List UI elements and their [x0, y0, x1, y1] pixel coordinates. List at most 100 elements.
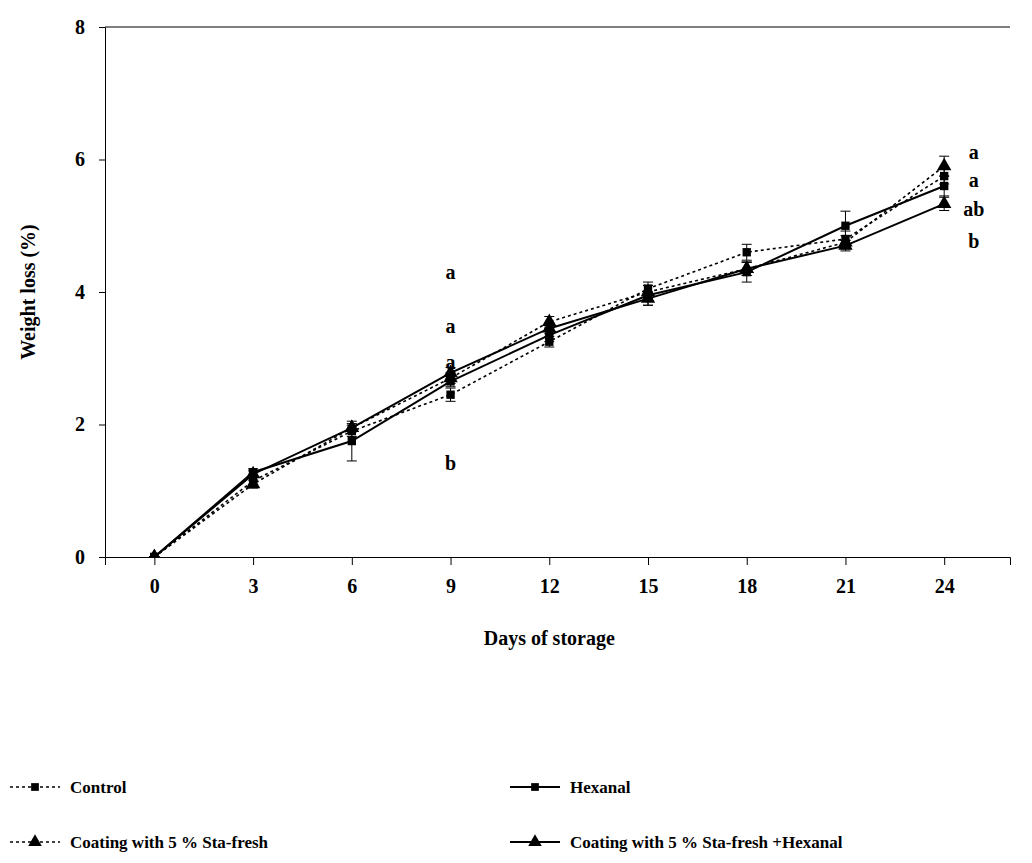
- series-marker: [838, 237, 852, 249]
- annotation: b: [445, 452, 456, 474]
- y-tick-label: 8: [75, 16, 85, 38]
- annotation: a: [446, 261, 456, 283]
- series-marker: [841, 222, 849, 230]
- legend-item: Coating with 5 % Sta-fresh: [10, 833, 269, 852]
- series-marker: [740, 260, 754, 272]
- legend-label: Hexanal: [570, 778, 631, 797]
- x-tick: 24: [935, 557, 955, 597]
- x-tick: 21: [836, 557, 856, 597]
- x-tick-label: 21: [836, 575, 856, 597]
- annotation: a: [969, 169, 979, 191]
- x-tick: 18: [737, 557, 757, 597]
- error-bar-cap: [742, 275, 752, 276]
- annotation: a: [446, 315, 456, 337]
- y-axis: 0 2 4 6 8: [75, 16, 106, 568]
- y-tick-mark: [99, 557, 105, 558]
- y-tick-mark: [99, 27, 105, 28]
- frame: [105, 27, 1010, 28]
- y-tick: 6: [75, 148, 105, 170]
- error-bar-cap: [446, 383, 456, 384]
- error-bar-cap: [939, 210, 949, 211]
- series-line: [154, 186, 944, 557]
- x-tick-label: 12: [540, 575, 560, 597]
- legend-item: Hexanal: [510, 778, 631, 797]
- x-tick-mark: [451, 557, 452, 565]
- x-axis: 0 3 6 9 12 15 18 21 24: [106, 557, 1011, 597]
- x-tick: 6: [347, 557, 357, 597]
- y-tick-mark: [99, 292, 105, 293]
- error-bar-cap: [840, 211, 850, 212]
- y-tick-label: 2: [75, 413, 85, 435]
- error-bar-cap: [446, 401, 456, 402]
- x-tick: 0: [150, 557, 160, 597]
- error-bar-cap: [446, 388, 456, 389]
- annotation: a: [446, 351, 456, 373]
- error-bar-cap: [742, 282, 752, 283]
- series-marker: [641, 290, 655, 302]
- legend-item: Coating with 5 % Sta-fresh +Hexanal: [510, 833, 843, 852]
- annotation: a: [969, 141, 979, 163]
- error-bar: [446, 388, 456, 401]
- series-marker: [246, 466, 260, 478]
- legend-marker: [28, 834, 42, 846]
- x-tick-label: 3: [249, 575, 259, 597]
- error-bar-cap: [939, 176, 949, 177]
- marks: [147, 156, 951, 557]
- y-tick-label: 4: [75, 281, 85, 303]
- series-marker: [542, 320, 556, 332]
- legend-label: Coating with 5 % Sta-fresh +Hexanal: [570, 833, 843, 852]
- y-axis-title: Weight loss (%): [17, 224, 40, 360]
- annotation: ab: [963, 198, 984, 220]
- y-tick-mark: [99, 425, 105, 426]
- error-bar-cap: [742, 275, 752, 276]
- x-tick: 3: [249, 557, 259, 597]
- x-tick: 12: [540, 557, 560, 597]
- x-tick-mark: [154, 557, 155, 565]
- y-tick: 8: [75, 16, 105, 38]
- error-bar-cap: [544, 333, 554, 334]
- error-bar-cap: [544, 346, 554, 347]
- error-bar: [939, 176, 949, 196]
- error-bar-cap: [939, 156, 949, 157]
- error-bar-cap: [742, 244, 752, 245]
- error-bar-cap: [446, 386, 456, 387]
- x-tick: 15: [639, 557, 659, 597]
- series-marker: [940, 182, 948, 190]
- y-tick-mark: [99, 160, 105, 161]
- x-tick-label: 24: [935, 575, 955, 597]
- legend-marker: [31, 783, 39, 791]
- x-tick: 9: [446, 557, 456, 597]
- y-axis-line: [99, 28, 106, 558]
- error-bar-cap: [446, 378, 456, 379]
- series-line: [154, 204, 944, 557]
- x-tick-mark: [253, 557, 254, 565]
- series-line: [154, 166, 944, 557]
- series-marker: [446, 391, 454, 399]
- error-bar-cap: [643, 305, 653, 306]
- error-bar-cap: [643, 282, 653, 283]
- y-tick: 2: [75, 413, 105, 435]
- series-marker: [743, 248, 751, 256]
- error-bar: [742, 244, 752, 260]
- x-axis-title: Days of storage: [484, 627, 615, 650]
- annotation: b: [968, 230, 979, 252]
- y-tick: 4: [75, 281, 105, 303]
- x-tick-label: 6: [347, 575, 357, 597]
- y-tick-label: 0: [75, 546, 85, 568]
- error-bar-cap: [939, 176, 949, 177]
- y-tick: 0: [75, 546, 105, 568]
- series-marker: [348, 437, 356, 445]
- annotations: aaabaaabb: [445, 141, 984, 474]
- legend-item: Control: [10, 778, 127, 797]
- x-tick-label: 15: [639, 575, 659, 597]
- error-bar-cap: [544, 341, 554, 342]
- legend-marker: [531, 783, 539, 791]
- x-tick-label: 0: [150, 575, 160, 597]
- series-marker: [937, 196, 951, 208]
- series-marker: [147, 549, 161, 557]
- x-tick-mark: [845, 557, 846, 565]
- series-line: [154, 176, 944, 557]
- x-tick-label: 18: [737, 575, 757, 597]
- x-tick-mark: [944, 557, 945, 565]
- error-bar-cap: [347, 460, 357, 461]
